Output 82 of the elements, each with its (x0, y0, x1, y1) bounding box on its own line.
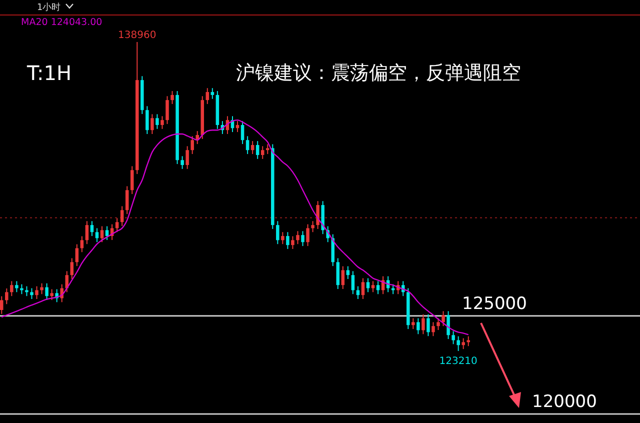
candlestick (120, 206, 124, 227)
candlestick (166, 96, 169, 125)
candlestick (160, 116, 164, 130)
candlestick (240, 120, 244, 145)
candlestick (436, 318, 440, 331)
candlestick (456, 336, 460, 352)
candlestick (336, 258, 340, 290)
candlestick (422, 314, 425, 335)
candlestick (260, 146, 264, 160)
candlestick (452, 330, 455, 345)
text: 124043.00 (50, 17, 102, 28)
annotation: 138960 (118, 30, 156, 41)
candlestick (462, 338, 465, 350)
candlestick (256, 140, 260, 160)
candlestick (156, 114, 159, 130)
candlestick (125, 186, 129, 215)
candlestick (190, 136, 194, 155)
candlestick (65, 270, 69, 293)
candlestick (361, 278, 365, 300)
candlestick (50, 288, 54, 300)
ref-line-label: 125000 (462, 294, 527, 314)
candlestick (341, 266, 345, 290)
candlestick (366, 278, 370, 293)
annotation: 沪镍建议：震荡偏空，反弹遇阻空 (236, 62, 521, 84)
candlestick (10, 280, 14, 297)
candlestick (331, 234, 334, 267)
candlestick (95, 228, 99, 243)
candlestick (291, 236, 294, 250)
candlestick (306, 224, 310, 247)
candlestick (316, 200, 320, 230)
candlestick (40, 282, 44, 295)
candlestick (105, 226, 109, 240)
candlestick (416, 318, 420, 335)
candlestick (146, 106, 149, 135)
candlestick (186, 146, 189, 170)
candlestick (150, 114, 154, 135)
candlestick (60, 284, 64, 303)
candlestick (0, 296, 4, 314)
candlestick (266, 144, 270, 155)
text: T:1H (26, 61, 72, 85)
annotation: 123210 (439, 356, 478, 367)
candlestick (301, 230, 304, 247)
candlestick (311, 220, 314, 233)
candlestick (80, 236, 84, 253)
candlestick (100, 226, 104, 243)
candlestick (170, 90, 174, 104)
candlestick (206, 88, 210, 104)
candlestick (130, 166, 134, 195)
candlestick (35, 286, 38, 300)
text: 1小时 (37, 2, 61, 13)
candlestick (180, 156, 184, 170)
candlestick (356, 286, 360, 300)
candlestick (426, 314, 430, 337)
candlestick (45, 282, 48, 300)
candlestick (351, 270, 355, 295)
candlestick (5, 288, 8, 305)
candlestick (75, 244, 79, 267)
candlestick (30, 288, 34, 300)
candlestick (286, 232, 290, 250)
candlestick (90, 220, 94, 237)
candlestick (412, 318, 415, 330)
candlestick (296, 230, 300, 245)
candlestick (210, 88, 214, 100)
candlestick (376, 280, 380, 295)
candlestick (432, 322, 435, 337)
candlestick (246, 136, 250, 155)
candlestick (466, 336, 470, 347)
candlestick (442, 310, 445, 327)
candlestick (281, 232, 284, 245)
candlestick (15, 280, 18, 293)
candlestick (276, 220, 280, 245)
candlestick (391, 284, 395, 295)
candlestick (20, 284, 24, 295)
text: MA20 (21, 17, 48, 28)
candlestick (70, 258, 74, 280)
candlestick (250, 140, 254, 155)
candlestick (446, 310, 450, 340)
candlestick (115, 218, 119, 233)
candlestick (346, 266, 350, 280)
ref-line-label: 120000 (532, 392, 597, 412)
candlestick (85, 220, 89, 245)
candlestick (25, 286, 28, 297)
